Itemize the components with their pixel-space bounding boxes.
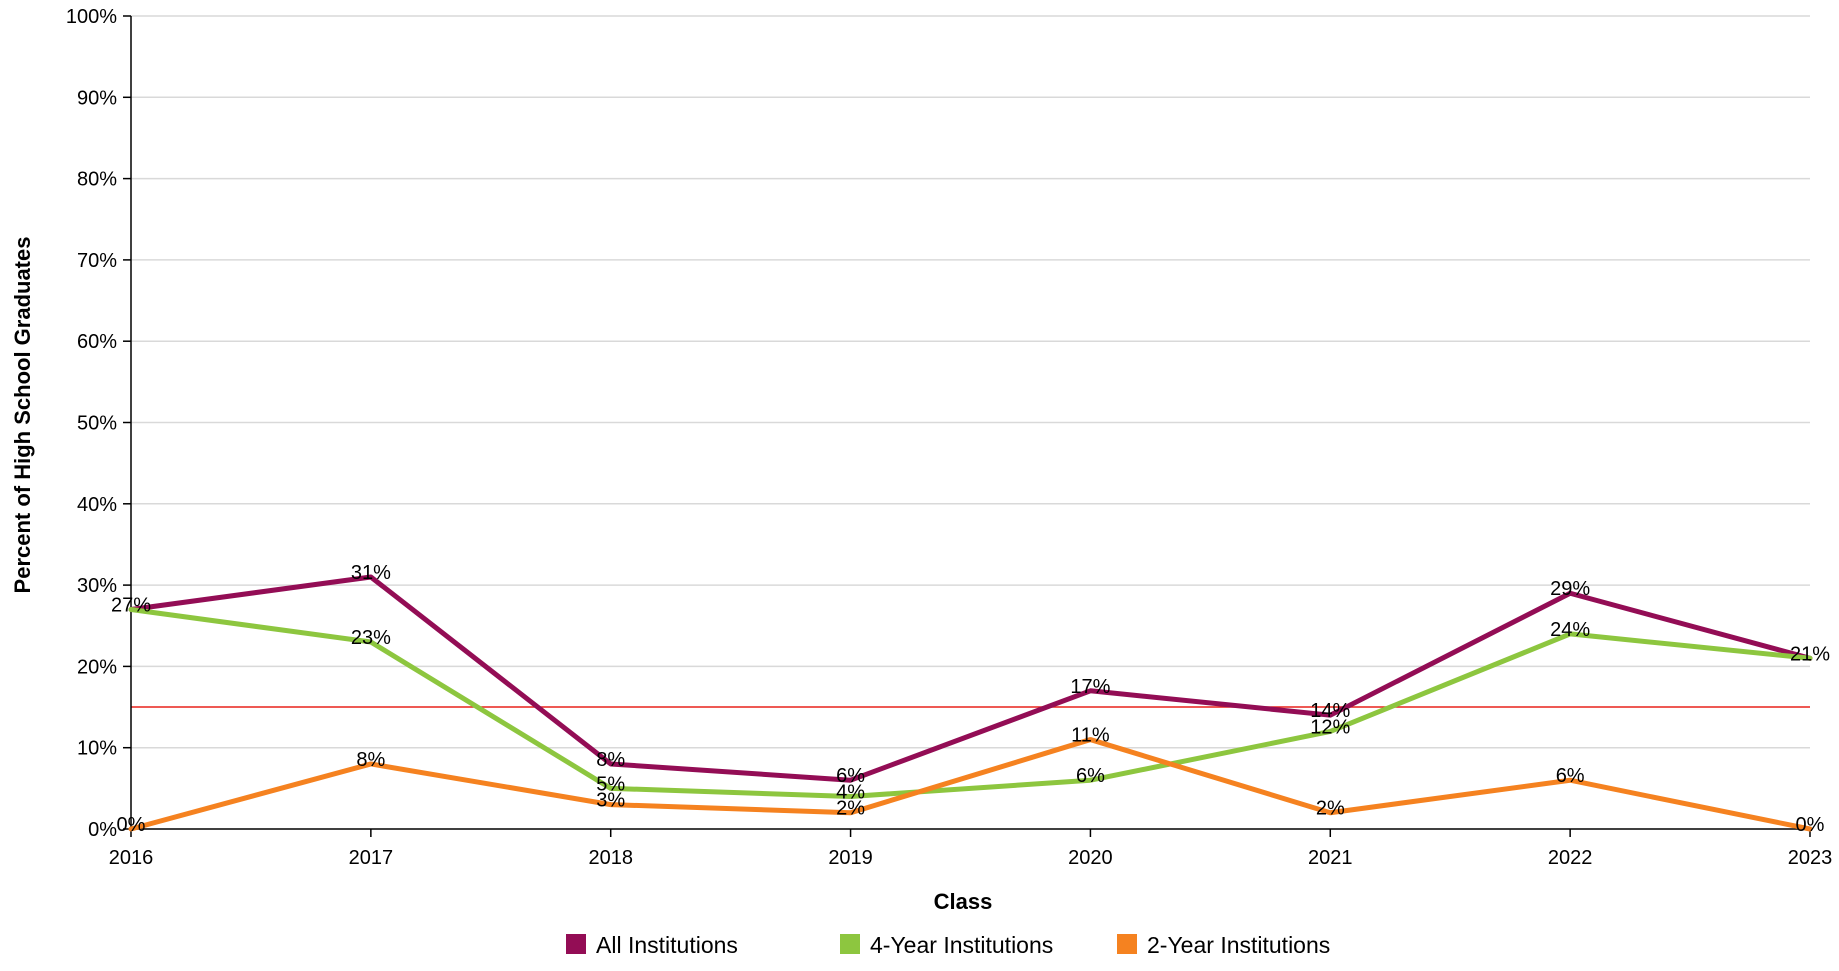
legend-label: 4-Year Institutions xyxy=(870,932,1053,958)
x-tick-label: 2019 xyxy=(828,847,873,869)
y-tick-label: 20% xyxy=(77,656,117,678)
data-label: 6% xyxy=(1556,765,1585,787)
data-label: 8% xyxy=(596,749,625,771)
series-line-1 xyxy=(128,574,1813,783)
x-tick-label: 2016 xyxy=(109,847,154,869)
series-line-2 xyxy=(128,606,1813,799)
data-label: 29% xyxy=(1550,578,1590,600)
x-axis-title: Class xyxy=(934,889,993,914)
legend-label: 2-Year Institutions xyxy=(1147,932,1330,958)
data-label: 6% xyxy=(836,765,865,787)
y-tick-label: 0% xyxy=(88,819,117,841)
y-tick-label: 90% xyxy=(77,87,117,109)
y-tick-label: 10% xyxy=(77,738,117,760)
data-label: 14% xyxy=(1310,700,1350,722)
series-line-3 xyxy=(128,737,1813,832)
data-label: 2% xyxy=(1316,798,1345,820)
x-tick-label: 2018 xyxy=(588,847,633,869)
data-label: 5% xyxy=(596,773,625,795)
x-tick-label: 2023 xyxy=(1788,847,1833,869)
x-tick-label: 2020 xyxy=(1068,847,1113,869)
data-label: 3% xyxy=(596,790,625,812)
data-label: 17% xyxy=(1070,676,1110,698)
y-axis-title: Percent of High School Graduates xyxy=(10,237,35,594)
series-lines xyxy=(128,574,1813,832)
data-label: 31% xyxy=(351,562,391,584)
data-label: 8% xyxy=(356,749,385,771)
data-label: 6% xyxy=(1076,765,1105,787)
data-label: 12% xyxy=(1310,716,1350,738)
x-tick-label: 2022 xyxy=(1548,847,1593,869)
data-label: 0% xyxy=(1796,814,1825,836)
axes: 0% 10% 20% 30% 40% 50% 60% 70% 80% 90% 100% 2016 201… xyxy=(66,6,1832,869)
legend-swatch xyxy=(1117,934,1137,954)
y-tick-label: 30% xyxy=(77,575,117,597)
legend-label: All Institutions xyxy=(596,932,738,958)
data-label: 24% xyxy=(1550,619,1590,641)
y-tick-label: 40% xyxy=(77,494,117,516)
x-tick-label: 2021 xyxy=(1308,847,1353,869)
data-label: 0% xyxy=(117,814,146,836)
x-tick-label: 2017 xyxy=(349,847,394,869)
data-label: 23% xyxy=(351,627,391,649)
y-tick-label: 100% xyxy=(66,6,117,28)
y-tick-label: 70% xyxy=(77,250,117,272)
data-label: 21% xyxy=(1790,643,1830,665)
y-tick-label: 80% xyxy=(77,169,117,191)
data-label: 11% xyxy=(1071,725,1110,747)
data-label: 4% xyxy=(836,781,865,803)
y-tick-label: 50% xyxy=(77,413,117,435)
legend-swatch xyxy=(566,934,586,954)
data-labels: 27%31%8%6%17%14%29%21%23%5% 4%6%12%24%0%8… xyxy=(111,562,1830,836)
data-label: 27% xyxy=(111,594,151,616)
y-tick-label: 60% xyxy=(77,331,117,353)
legend: All Institutions 4-Year Institutions 2-Yea… xyxy=(566,932,1330,958)
data-label: 2% xyxy=(836,798,865,820)
legend-swatch xyxy=(840,934,860,954)
